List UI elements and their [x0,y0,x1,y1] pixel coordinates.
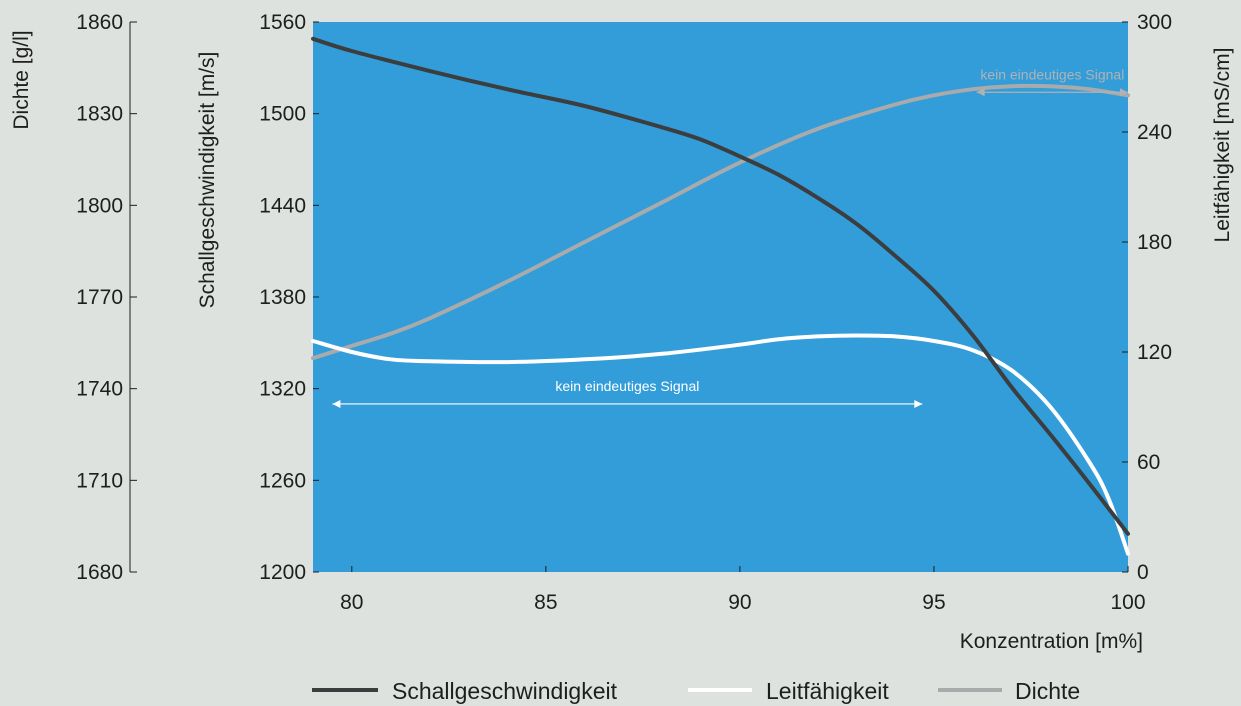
sound-axis-title: Schallgeschwindigkeit [m/s] [196,52,219,309]
series-line-schallgeschwindigkeit [311,36,1130,536]
x-tick-label: 100 [1110,591,1145,614]
density-tick-label: 1680 [76,561,123,584]
sound-tick-label: 1440 [259,194,306,217]
x-tick-label: 95 [922,591,945,614]
series-line-leitfaehigkeit [311,333,1130,556]
annotation-label: kein eindeutiges Signal [555,378,699,394]
x-tick-label: 85 [534,591,557,614]
annotation-range-arrow: kein eindeutiges Signal [976,66,1128,97]
annotation-arrowhead-right [1120,88,1128,97]
sound-tick-label: 1380 [259,286,306,309]
sound-tick-label: 1320 [259,378,306,401]
conductivity-tick-label: 0 [1137,561,1149,584]
density-tick-label: 1710 [76,469,123,492]
series-line-dichte [311,83,1130,361]
sound-tick-label: 1500 [259,103,306,126]
legend-label-dichte: Dichte [1015,678,1080,704]
density-axis-title: Dichte [g/l] [10,30,33,129]
conductivity-tick-label: 120 [1137,341,1172,364]
x-tick-label: 80 [340,591,363,614]
annotation-arrowhead-right [914,399,923,408]
sound-tick-label: 1560 [259,11,306,34]
series-layer [311,36,1130,556]
annotation-layer: kein eindeutiges Signal kein eindeutiges … [332,66,1128,408]
annotation-label: kein eindeutiges Signal [980,66,1124,82]
density-tick-label: 1830 [76,103,123,126]
annotation-arrowhead-left [332,399,341,408]
legend-label-schallgeschwindigkeit: Schallgeschwindigkeit [392,678,618,704]
annotation-range-arrow: kein eindeutiges Signal [332,378,923,408]
sound-tick-label: 1200 [259,561,306,584]
density-tick-label: 1770 [76,286,123,309]
plot-area [313,22,1128,572]
conductivity-tick-label: 180 [1137,231,1172,254]
conductivity-tick-label: 300 [1137,11,1172,34]
annotation-arrowhead-left [976,88,985,97]
conductivity-axis-title: Leitfähigkeit [mS/cm] [1211,48,1234,243]
axes-layer: 1680171017401770180018301860120012601320… [76,11,1172,614]
legend: Schallgeschwindigkeit Leitfähigkeit Dich… [312,678,1080,704]
legend-label-leitfaehigkeit: Leitfähigkeit [766,678,889,704]
x-tick-label: 90 [728,591,751,614]
x-axis-title: Konzentration [m%] [960,630,1143,653]
density-tick-label: 1800 [76,194,123,217]
density-tick-label: 1740 [76,378,123,401]
sound-tick-label: 1260 [259,469,306,492]
density-tick-label: 1860 [76,11,123,34]
conductivity-tick-label: 240 [1137,121,1172,144]
conductivity-tick-label: 60 [1137,451,1160,474]
